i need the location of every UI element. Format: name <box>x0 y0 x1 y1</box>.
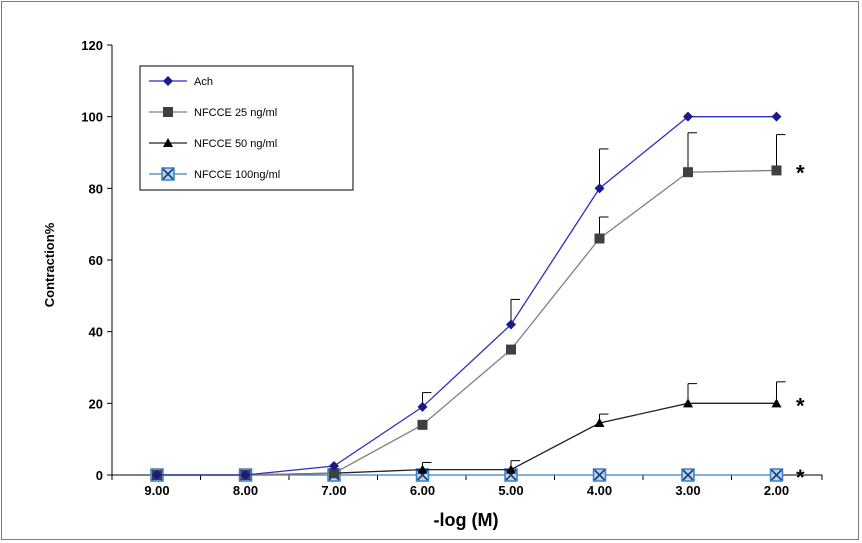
series-0 <box>152 111 782 480</box>
x-tick-label: 2.00 <box>764 483 789 498</box>
data-point <box>594 183 605 194</box>
legend-marker <box>161 167 175 181</box>
y-axis-label: Contraction% <box>42 222 57 307</box>
significance-asterisk: * <box>796 393 805 418</box>
data-point <box>329 468 339 479</box>
legend-box <box>139 65 354 191</box>
data-point <box>417 464 428 474</box>
data-point <box>683 111 693 122</box>
data-point <box>240 470 251 480</box>
legend: Ach NFCCE 25 ng/ml NFCCE 50 ng/ml NFCCE 100… <box>139 65 354 191</box>
x-tick-label: 8.00 <box>233 483 258 498</box>
data-point <box>506 344 516 355</box>
data-point <box>506 319 516 330</box>
data-point <box>417 419 428 430</box>
data-point <box>771 165 782 176</box>
data-point <box>417 401 428 412</box>
legend-marker <box>163 138 173 147</box>
x-tick-label: 5.00 <box>498 483 523 498</box>
x-tick-label: 7.00 <box>321 483 346 498</box>
y-tick-label: 40 <box>89 325 103 340</box>
x-tick-label: 6.00 <box>410 483 435 498</box>
y-tick-label: 100 <box>81 110 103 125</box>
y-tick-label: 60 <box>89 253 103 268</box>
legend-label: Ach <box>194 76 213 88</box>
series-line <box>157 169 777 476</box>
significance-asterisk: * <box>796 465 805 490</box>
legend-marker <box>163 107 173 117</box>
data-point <box>592 468 607 482</box>
data-point <box>771 398 782 408</box>
data-point <box>594 233 605 244</box>
y-tick-label: 0 <box>96 468 103 483</box>
x-tick-label: 9.00 <box>144 483 169 498</box>
data-point <box>329 461 339 472</box>
legend-label: NFCCE 25 ng/ml <box>194 107 277 119</box>
data-point <box>683 167 693 178</box>
series-layer <box>150 111 786 482</box>
y-tick-label: 20 <box>89 396 103 411</box>
data-point <box>594 418 605 428</box>
y-tick-label: 120 <box>81 38 103 53</box>
legend-item-1: NFCCE 25 ng/ml <box>149 107 277 119</box>
annotations: * * * <box>796 160 805 490</box>
data-point <box>771 111 782 122</box>
y-tick-label: 80 <box>89 181 103 196</box>
legend-marker <box>163 76 173 86</box>
axes: 0 20 40 60 80 100 120 9.00 8.00 7.00 6.00 5.00 4.00 3… <box>81 38 823 498</box>
significance-asterisk: * <box>796 160 805 185</box>
data-point <box>506 464 516 474</box>
x-tick-label: 4.00 <box>587 483 612 498</box>
series-line <box>157 402 777 476</box>
legend-item-3: NFCCE 100ng/ml <box>149 167 280 181</box>
legend-label: NFCCE 100ng/ml <box>194 169 280 181</box>
data-point <box>769 468 784 482</box>
x-axis-label: -log (M) <box>434 510 499 530</box>
x-tick-label: 3.00 <box>675 483 700 498</box>
data-point <box>152 470 162 480</box>
series-2 <box>152 381 786 479</box>
legend-label: NFCCE 50 ng/ml <box>194 138 277 150</box>
data-point <box>683 398 693 408</box>
data-point <box>681 468 695 482</box>
series-line <box>157 116 777 476</box>
legend-item-0: Ach <box>149 76 213 88</box>
legend-item-2: NFCCE 50 ng/ml <box>149 138 277 150</box>
